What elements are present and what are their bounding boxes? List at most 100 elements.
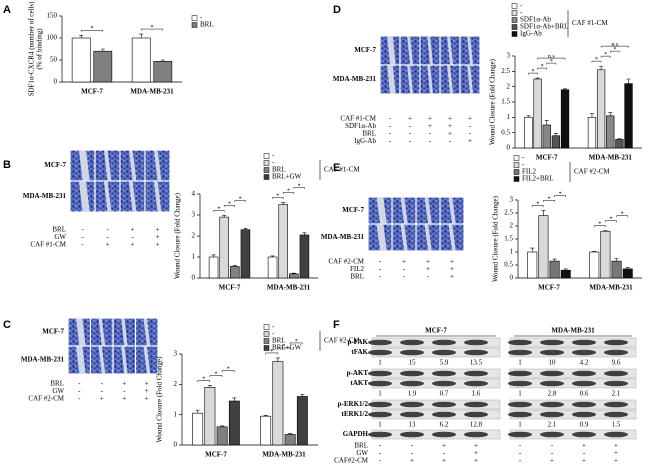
- treatment-sign: -: [551, 449, 554, 457]
- legend-swatch: [191, 15, 198, 21]
- bar: [527, 251, 538, 279]
- treatment-sign: -: [429, 130, 432, 138]
- treatment-sign: -: [78, 387, 81, 395]
- wound-gap: [427, 36, 434, 65]
- treatment-sign: -: [106, 233, 109, 241]
- treatment-label: GW: [52, 387, 64, 395]
- error-bar: [563, 88, 568, 90]
- bar: [93, 50, 113, 83]
- significance-label: *: [595, 57, 598, 63]
- wound-gap: [448, 224, 456, 251]
- y-tick-label: 3: [507, 52, 511, 60]
- bar: [624, 83, 633, 149]
- quantification: 1: [378, 390, 382, 398]
- bar: [240, 229, 251, 279]
- blot-band: [432, 380, 456, 387]
- error-bar: [589, 113, 594, 118]
- legend-label: -: [200, 14, 203, 22]
- y-tick-label: 0: [192, 274, 196, 282]
- legend-swatch: [511, 17, 518, 23]
- treatment-sign: -: [389, 130, 392, 138]
- wound-gap: [447, 65, 454, 94]
- y-tick-label: 1: [192, 253, 196, 261]
- quantification: 10: [549, 359, 557, 367]
- treatment-sign: -: [583, 449, 586, 457]
- treatment-label: SDF1α-Ab: [345, 122, 376, 130]
- wound-gap: [424, 224, 432, 251]
- legend-label: SDF1α-Ab+BRL: [520, 23, 568, 31]
- quantification: 1: [518, 390, 522, 398]
- y-axis-label: SDF1α-CXCR4 (number of cells): [28, 1, 36, 97]
- treatment-sign: -: [429, 137, 432, 145]
- y-tick-label: 3: [510, 196, 514, 204]
- blot-band: [508, 370, 532, 377]
- blot-band: [508, 411, 532, 418]
- significance-label: *: [276, 193, 279, 199]
- treatment-sign: +: [450, 265, 454, 273]
- significance-label: *: [91, 26, 94, 32]
- treatment-sign: -: [469, 122, 472, 130]
- quantification: 1: [378, 421, 382, 429]
- legend-swatch: [513, 162, 520, 168]
- quantification: 5.9: [440, 359, 449, 367]
- legend-group-label: CAF #2-CM: [574, 168, 610, 176]
- treatment-sign: -: [409, 137, 412, 145]
- blot-band: [604, 370, 628, 377]
- legend-swatch: [511, 10, 518, 16]
- bar: [560, 89, 570, 149]
- significance-bracket: [605, 220, 617, 223]
- significance-bracket: [213, 210, 225, 212]
- quantification: 1: [518, 421, 522, 429]
- treatment-sign: +: [122, 395, 126, 403]
- bar: [216, 426, 228, 446]
- significance-bracket: [140, 28, 164, 31]
- significance-label: *: [283, 344, 286, 350]
- significance-label: *: [287, 188, 290, 194]
- error-bar: [211, 254, 216, 257]
- bar: [219, 216, 229, 279]
- x-tick-label: MCF-7: [205, 451, 227, 459]
- legend-label: IgG-Ab: [520, 30, 542, 38]
- y-tick-label: 1.5: [504, 235, 513, 243]
- blot-band: [464, 411, 488, 418]
- bar: [606, 115, 615, 149]
- legend-swatch: [263, 174, 270, 180]
- legend-swatch: [511, 24, 518, 30]
- error-bar: [160, 59, 165, 62]
- bar: [542, 124, 551, 149]
- blot-band: [508, 380, 532, 387]
- y-tick-label: 2: [510, 222, 514, 230]
- y-tick-label: 0: [507, 144, 511, 152]
- error-bar: [222, 215, 227, 218]
- blot-band: [572, 370, 596, 377]
- significance-label: *: [536, 201, 539, 207]
- legend-swatch: [513, 155, 520, 161]
- legend-group-label: CAF #1-CM: [572, 19, 608, 27]
- treatment-sign: -: [409, 130, 412, 138]
- quantification: 13: [409, 421, 417, 429]
- significance-label: *: [215, 371, 218, 377]
- wound-gap: [376, 197, 387, 224]
- treatment-sign: +: [145, 395, 149, 403]
- wound-gap: [103, 181, 112, 212]
- treatment-sign: -: [551, 442, 554, 450]
- error-bar: [541, 210, 546, 216]
- treatment-sign: +: [131, 241, 135, 249]
- quantification: 1: [378, 359, 382, 367]
- y-axis-label: Wound Closure (Fold Change): [156, 356, 164, 443]
- micrograph-row-label: MCF-7: [44, 161, 66, 169]
- bar: [204, 387, 216, 446]
- treatment-label: BRL: [52, 226, 66, 234]
- treatment-sign: -: [101, 387, 104, 395]
- treatment-sign: +: [442, 442, 446, 450]
- blot-band: [464, 339, 488, 346]
- blot-column-header: MDA-MB-231: [551, 327, 595, 335]
- error-bar: [139, 33, 144, 38]
- blot-band: [540, 411, 564, 418]
- bar: [587, 117, 597, 149]
- treatment-sign: -: [81, 241, 84, 249]
- significance-label: *: [548, 196, 551, 202]
- treatment-sign: -: [389, 137, 392, 145]
- significance-label: *: [532, 69, 535, 75]
- micrograph-row-label: MCF-7: [42, 328, 64, 336]
